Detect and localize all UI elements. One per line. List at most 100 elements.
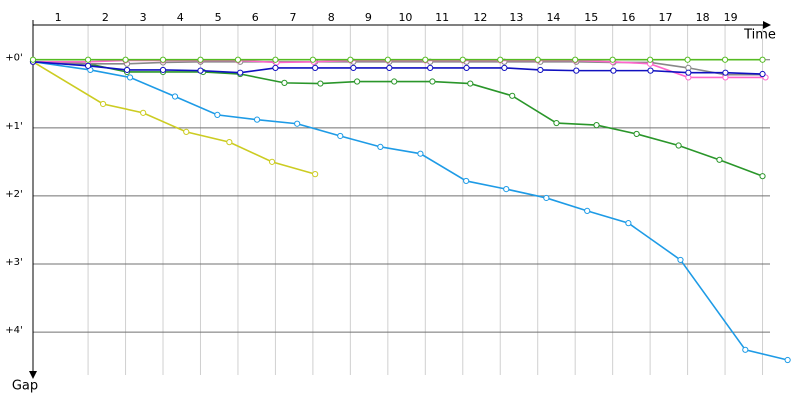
x-tick-label: 6 xyxy=(252,11,259,24)
point xyxy=(759,56,766,63)
point xyxy=(384,56,391,63)
point xyxy=(159,56,167,63)
point xyxy=(122,56,129,63)
series-line xyxy=(32,60,763,76)
x-tick-label: 14 xyxy=(546,11,560,24)
point xyxy=(429,78,436,85)
point xyxy=(422,56,429,63)
x-tick-label: 15 xyxy=(584,11,598,24)
x-tick-label: 13 xyxy=(509,11,523,24)
x-tick-label: 8 xyxy=(328,11,335,24)
point xyxy=(573,67,580,74)
x-tick-label: 7 xyxy=(290,11,297,24)
point xyxy=(350,64,357,71)
point xyxy=(272,56,279,63)
point xyxy=(463,64,470,71)
point xyxy=(237,69,244,76)
x-tick-label: 19 xyxy=(724,11,738,24)
x-tick-label: 4 xyxy=(177,11,184,24)
point xyxy=(497,56,504,63)
point xyxy=(685,69,692,76)
y-axis-label: Gap xyxy=(12,379,38,394)
point xyxy=(84,56,92,63)
point xyxy=(609,56,616,63)
x-axis-label: Time xyxy=(743,28,776,43)
point xyxy=(417,150,424,157)
point xyxy=(463,177,470,185)
point xyxy=(99,100,107,108)
point xyxy=(610,67,617,74)
point xyxy=(722,69,729,76)
series-line xyxy=(32,60,763,75)
y-tick-label: +4' xyxy=(5,325,23,336)
point xyxy=(784,356,791,364)
x-tick-label: 5 xyxy=(215,11,222,24)
x-tick-label: 9 xyxy=(365,11,372,24)
point xyxy=(312,171,319,178)
point xyxy=(268,158,276,165)
point xyxy=(354,78,361,85)
point xyxy=(721,56,729,63)
point xyxy=(534,56,541,63)
x-tick-label: 16 xyxy=(621,11,635,24)
series-line xyxy=(32,60,788,361)
point xyxy=(677,256,684,264)
point xyxy=(647,67,654,74)
point xyxy=(159,66,167,74)
point xyxy=(226,139,233,146)
x-tick-label: 3 xyxy=(140,11,147,24)
point xyxy=(123,66,131,74)
point xyxy=(197,56,204,63)
point xyxy=(126,74,134,81)
point xyxy=(742,346,749,353)
series-line xyxy=(32,61,316,175)
point xyxy=(140,109,147,116)
point xyxy=(272,64,279,71)
point xyxy=(625,220,632,227)
point xyxy=(427,64,434,71)
y-tick-label: +2' xyxy=(5,189,23,200)
point xyxy=(84,62,92,69)
point xyxy=(317,80,324,87)
point xyxy=(281,79,288,86)
point xyxy=(553,119,560,127)
point xyxy=(759,173,766,180)
point xyxy=(197,67,204,74)
point xyxy=(759,70,766,78)
y-tick-label: +3' xyxy=(5,257,23,268)
series-line xyxy=(32,60,763,177)
y-tick-label: +0' xyxy=(5,53,23,64)
x-tick-label: 2 xyxy=(102,11,109,24)
point xyxy=(294,120,301,127)
point xyxy=(29,56,37,63)
point xyxy=(467,80,474,87)
x-tick-label: 12 xyxy=(473,11,487,24)
point xyxy=(647,56,654,63)
x-tick-label: 11 xyxy=(435,11,449,24)
x-tick-label: 1 xyxy=(55,11,62,24)
point xyxy=(593,121,600,129)
point xyxy=(584,207,591,214)
point xyxy=(214,111,221,118)
point xyxy=(391,78,398,85)
point xyxy=(309,56,316,63)
point xyxy=(234,56,242,63)
point xyxy=(183,128,190,136)
point xyxy=(537,66,544,74)
point xyxy=(253,116,261,123)
x-tick-label: 17 xyxy=(658,11,672,24)
point xyxy=(684,56,691,63)
point xyxy=(503,186,510,193)
point xyxy=(675,142,682,149)
point xyxy=(377,143,384,150)
point xyxy=(312,64,319,71)
point xyxy=(171,93,179,100)
x-tick-label: 10 xyxy=(398,11,412,24)
point xyxy=(347,56,354,63)
point xyxy=(386,64,393,71)
point xyxy=(633,130,640,138)
point xyxy=(509,92,516,99)
y-tick-label: +1' xyxy=(5,121,23,132)
